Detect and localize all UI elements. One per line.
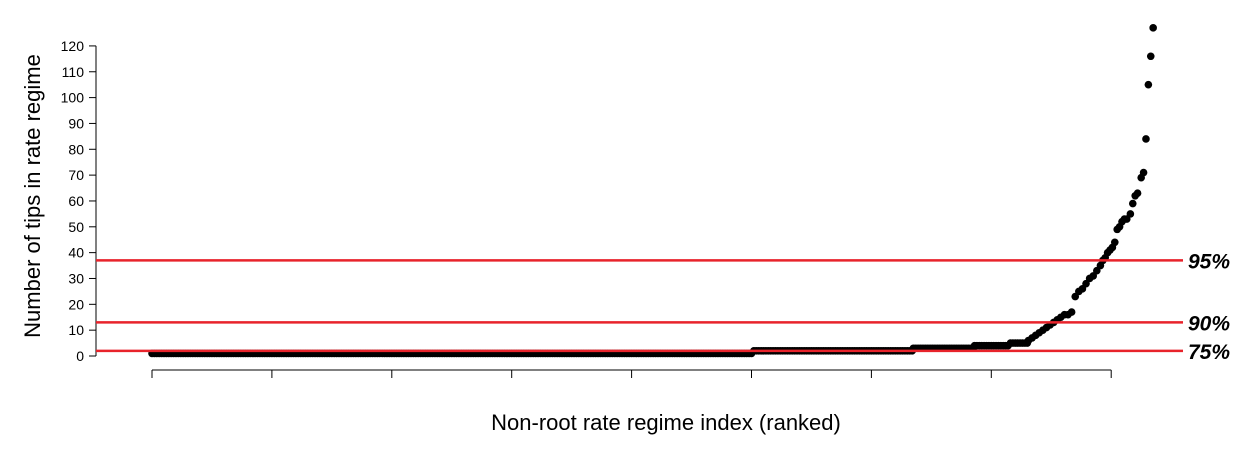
reference-line-label: 75%: [1188, 341, 1230, 364]
data-point: [1110, 238, 1119, 247]
y-tick-label: 80: [68, 141, 84, 157]
data-point: [1142, 135, 1150, 143]
y-tick-label: 120: [61, 38, 85, 54]
data-point: [1146, 52, 1155, 61]
data-point: [1144, 80, 1153, 89]
reference-line-label: 90%: [1188, 312, 1230, 335]
y-tick-label: 50: [68, 219, 84, 235]
y-tick-label: 40: [68, 245, 84, 261]
x-axis-label: Non-root rate regime index (ranked): [491, 410, 841, 435]
y-tick-label: 110: [62, 64, 85, 80]
reference-line-label: 95%: [1188, 250, 1230, 273]
data-point: [1133, 189, 1142, 198]
data-points: [148, 24, 1157, 358]
y-tick-label: 30: [68, 270, 84, 286]
y-tick-label: 70: [68, 167, 84, 183]
y-tick-label: 10: [68, 322, 84, 338]
data-point: [1126, 210, 1135, 218]
data-point: [1067, 308, 1076, 316]
y-tick-label: 90: [68, 115, 84, 131]
axes: 0 10 20 30 40 50 60 70 80 90 100 110 120: [61, 38, 1112, 378]
data-point: [1139, 168, 1148, 177]
data-point: [1149, 24, 1157, 32]
reference-lines: 95% 90% 75%: [96, 250, 1230, 364]
data-point: [1128, 199, 1137, 208]
y-tick-label: 100: [61, 90, 85, 106]
y-axis-label: Number of tips in rate regime: [20, 54, 45, 338]
y-tick-label: 60: [68, 193, 84, 209]
y-tick-label: 0: [76, 348, 84, 364]
y-tick-label: 20: [68, 296, 84, 312]
